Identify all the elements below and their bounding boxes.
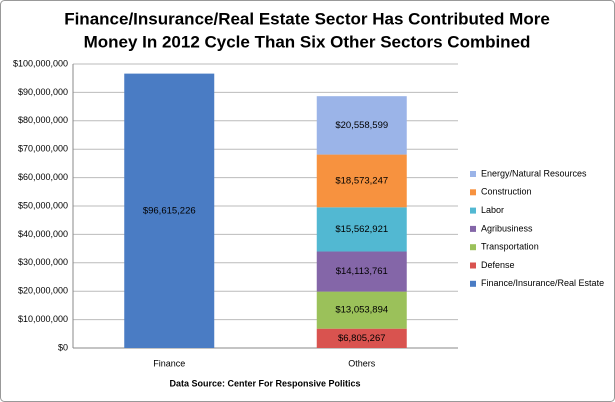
value-label: $20,558,599 [335,120,388,131]
y-tick-label: $30,000,000 [18,257,68,267]
legend-swatch [470,225,476,232]
bar-segment [316,328,407,348]
legend-swatch [470,280,476,287]
bar-segment [124,73,215,348]
legend-swatch [470,171,476,177]
y-tick-label: $0 [58,342,68,352]
value-label: $6,805,267 [338,333,386,344]
legend-swatch [470,207,476,214]
legend-label: Construction [481,187,532,197]
value-label: $14,113,761 [336,266,388,277]
y-tick-label: $60,000,000 [18,172,68,182]
y-tick-label: $20,000,000 [18,286,68,296]
bar-segment [316,207,407,252]
bar-segment [316,251,407,292]
legend-label: Energy/Natural Resources [481,168,587,178]
y-tick-label: $90,000,000 [18,87,68,97]
chart-title: Finance/Insurance/Real Estate Sector Has… [64,9,550,28]
value-label: $18,573,247 [335,175,388,186]
x-tick-label: Finance [153,358,185,368]
y-tick-label: $10,000,000 [18,314,68,324]
value-label: $15,562,921 [335,224,388,235]
value-label: $13,053,894 [335,305,388,316]
legend-label: Transportation [481,242,539,252]
bar-segment [316,96,407,155]
y-tick-label: $40,000,000 [18,229,68,239]
value-label: $96,615,226 [143,205,196,216]
source-note: Data Source: Center For Responsive Polit… [169,378,360,388]
legend-swatch [470,244,476,251]
bar-segment [316,154,407,208]
chart-title: Money In 2012 Cycle Than Six Other Secto… [84,32,531,51]
legend-label: Defense [481,260,515,270]
y-tick-label: $100,000,000 [13,58,68,68]
legend-swatch [470,262,476,269]
y-tick-label: $50,000,000 [18,200,68,210]
bar-segment [316,291,407,329]
y-tick-label: $80,000,000 [18,115,68,125]
legend-label: Labor [481,205,504,215]
legend-label: Agribusiness [481,223,533,233]
x-tick-label: Others [348,358,376,368]
legend-swatch [470,189,476,196]
y-tick-label: $70,000,000 [18,144,68,154]
legend-label: Finance/Insurance/Real Estate [481,278,604,288]
